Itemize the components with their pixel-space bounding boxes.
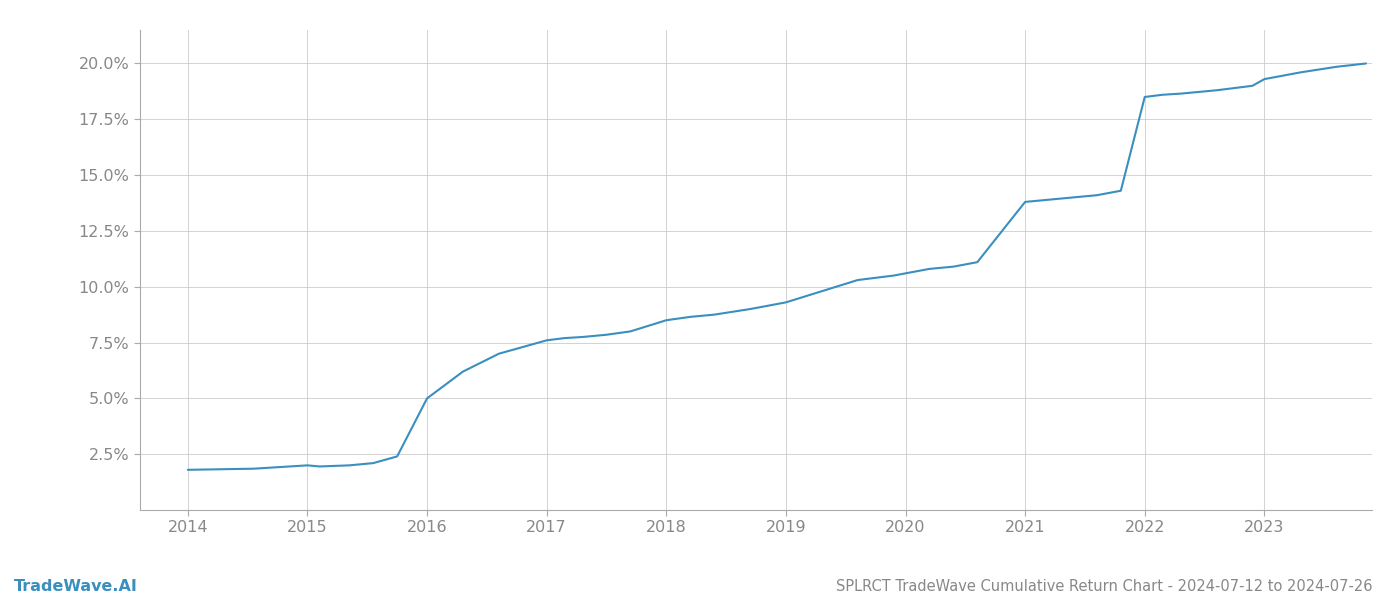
- Text: SPLRCT TradeWave Cumulative Return Chart - 2024-07-12 to 2024-07-26: SPLRCT TradeWave Cumulative Return Chart…: [836, 579, 1372, 594]
- Text: TradeWave.AI: TradeWave.AI: [14, 579, 137, 594]
